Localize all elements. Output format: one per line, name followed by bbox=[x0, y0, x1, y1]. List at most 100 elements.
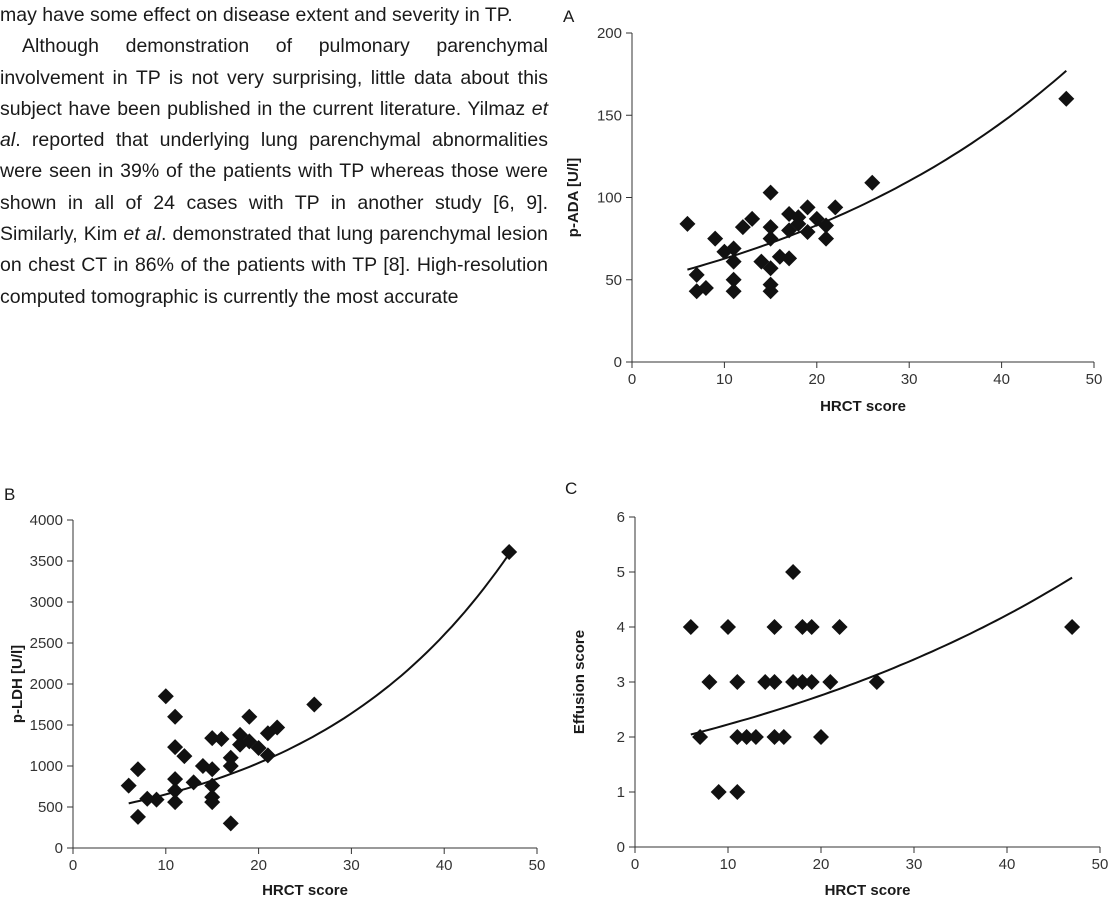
data-point bbox=[766, 619, 783, 635]
data-point bbox=[803, 674, 820, 690]
data-point bbox=[813, 729, 829, 745]
x-axis-title: HRCT score bbox=[820, 398, 906, 415]
data-point bbox=[818, 230, 835, 247]
y-tick-label: 6 bbox=[617, 509, 625, 526]
x-tick-label: 0 bbox=[628, 371, 636, 388]
data-point bbox=[120, 777, 137, 794]
data-point bbox=[167, 794, 184, 811]
data-point bbox=[762, 184, 779, 201]
x-tick-label: 10 bbox=[157, 857, 174, 874]
data-point bbox=[781, 250, 798, 267]
data-point bbox=[167, 771, 184, 788]
x-tick-label: 20 bbox=[250, 857, 267, 874]
y-tick-label: 4000 bbox=[30, 512, 63, 529]
data-point bbox=[241, 708, 258, 725]
data-point bbox=[148, 791, 165, 808]
y-axis-title: Effusion score bbox=[571, 630, 588, 734]
data-point bbox=[827, 199, 844, 216]
data-point bbox=[204, 761, 221, 778]
panel-label: C bbox=[565, 479, 577, 498]
data-point bbox=[785, 564, 802, 580]
y-axis-title: p-LDH [U/l] bbox=[9, 645, 26, 723]
data-point bbox=[794, 674, 811, 690]
data-point bbox=[697, 279, 714, 296]
data-point bbox=[794, 619, 811, 635]
y-tick-label: 200 bbox=[597, 25, 622, 42]
data-point bbox=[734, 219, 751, 236]
data-point bbox=[762, 219, 779, 236]
y-tick-label: 5 bbox=[617, 564, 625, 581]
data-point bbox=[762, 283, 779, 300]
x-tick-label: 50 bbox=[529, 857, 546, 874]
x-axis-title: HRCT score bbox=[825, 882, 911, 899]
data-point bbox=[766, 729, 783, 745]
data-point bbox=[725, 283, 742, 300]
data-point bbox=[738, 729, 755, 745]
data-point bbox=[799, 224, 816, 241]
trend-line bbox=[687, 69, 1067, 271]
data-point bbox=[720, 619, 736, 635]
data-point bbox=[785, 674, 802, 690]
y-tick-label: 0 bbox=[55, 840, 63, 857]
data-point bbox=[213, 730, 230, 747]
panel-label: A bbox=[563, 7, 575, 26]
data-point bbox=[725, 253, 742, 270]
data-point bbox=[803, 619, 820, 635]
data-point bbox=[679, 215, 696, 232]
data-point bbox=[710, 784, 727, 800]
y-tick-label: 1500 bbox=[30, 717, 63, 734]
article-text: may have some effect on disease extent a… bbox=[0, 0, 548, 313]
data-point bbox=[1058, 90, 1075, 107]
data-point bbox=[1064, 619, 1081, 635]
data-point bbox=[775, 729, 792, 745]
data-point bbox=[176, 748, 193, 765]
data-point bbox=[501, 543, 518, 560]
data-point bbox=[222, 815, 239, 832]
x-tick-label: 50 bbox=[1086, 371, 1103, 388]
text-run: . demonstrated that lung parenchymal les… bbox=[0, 223, 549, 308]
data-point bbox=[204, 730, 221, 747]
x-tick-label: 40 bbox=[436, 857, 453, 874]
data-point bbox=[157, 688, 174, 705]
y-tick-label: 2 bbox=[617, 729, 625, 746]
data-point bbox=[129, 808, 146, 825]
data-point bbox=[757, 674, 774, 690]
data-point bbox=[692, 729, 709, 745]
x-tick-label: 30 bbox=[343, 857, 360, 874]
y-tick-label: 500 bbox=[38, 799, 63, 816]
trend-line bbox=[690, 576, 1073, 736]
x-axis-title: HRCT score bbox=[262, 882, 348, 899]
y-tick-label: 3 bbox=[617, 674, 625, 691]
x-tick-label: 30 bbox=[901, 371, 918, 388]
x-tick-label: 10 bbox=[716, 371, 733, 388]
text-italic: et al bbox=[0, 97, 548, 152]
data-point bbox=[868, 674, 885, 690]
data-point bbox=[222, 758, 239, 774]
data-point bbox=[682, 619, 699, 635]
y-axis-title: p-ADA [U/l] bbox=[565, 158, 582, 237]
y-tick-label: 1000 bbox=[30, 758, 63, 775]
text-paragraph-2: Although demonstration of pulmonary pare… bbox=[0, 31, 548, 313]
text-run: . reported that underlying lung parenchy… bbox=[0, 129, 548, 246]
chart-panel-a: A 0 50 100 150 200 0 10 20 30 40 50 HRCT score p-ADA … bbox=[563, 7, 1103, 415]
y-tick-label: 100 bbox=[597, 190, 622, 207]
x-tick-label: 20 bbox=[813, 856, 830, 873]
y-tick-label: 4 bbox=[617, 619, 625, 636]
data-point bbox=[725, 240, 742, 257]
data-point bbox=[762, 260, 779, 277]
x-tick-label: 20 bbox=[808, 371, 825, 388]
data-point bbox=[864, 174, 881, 191]
x-tick-label: 40 bbox=[993, 371, 1010, 388]
data-point bbox=[762, 230, 779, 247]
y-tick-label: 3000 bbox=[30, 594, 63, 611]
text-run: Although demonstration of pulmonary pare… bbox=[0, 35, 548, 120]
y-tick-label: 150 bbox=[597, 107, 622, 124]
data-point bbox=[790, 215, 807, 232]
data-point bbox=[167, 782, 184, 799]
data-point bbox=[822, 674, 839, 690]
data-point bbox=[729, 674, 746, 690]
x-tick-label: 40 bbox=[999, 856, 1016, 873]
data-point bbox=[222, 749, 239, 766]
data-point bbox=[729, 784, 746, 800]
